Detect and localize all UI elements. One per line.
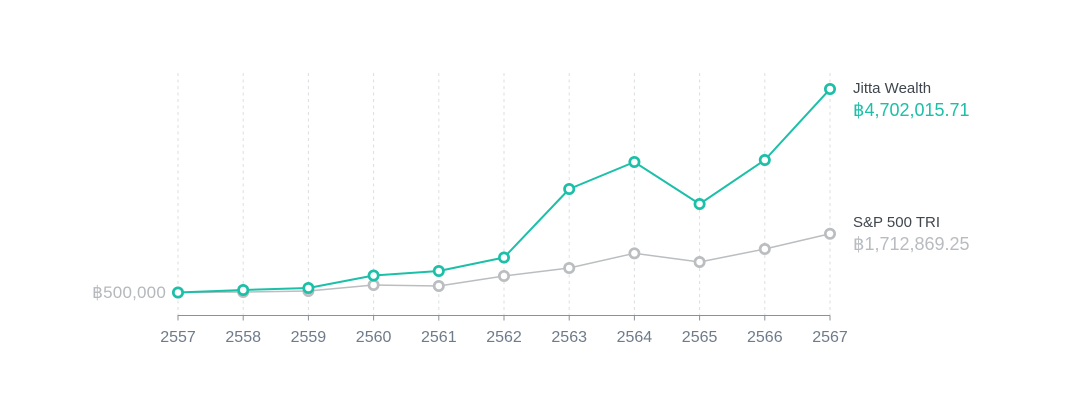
data-point-jitta-wealth — [758, 154, 771, 167]
data-point-jitta-wealth — [498, 251, 511, 264]
legend-jitta-value: ฿4,702,015.71 — [853, 100, 970, 120]
data-point-jitta-wealth — [172, 286, 185, 299]
data-point-jitta-wealth — [823, 83, 836, 96]
legend-jitta-wealth: Jitta Wealth ฿4,702,015.71 — [853, 80, 1053, 121]
series-markers — [172, 83, 836, 299]
data-point-s-p-500-tri — [367, 278, 380, 291]
x-tick-label: 2560 — [355, 329, 392, 346]
x-tick-label: 2561 — [421, 329, 457, 346]
data-point-s-p-500-tri — [498, 269, 511, 282]
x-tick-label: 2559 — [290, 329, 327, 346]
data-point-jitta-wealth — [237, 284, 250, 297]
data-point-jitta-wealth — [693, 198, 706, 211]
x-tick-label: 2562 — [486, 329, 522, 346]
x-tick-label: 2566 — [747, 329, 783, 346]
x-tick-label: 2567 — [812, 329, 848, 346]
x-tick-label: 2565 — [681, 329, 718, 346]
data-point-s-p-500-tri — [432, 280, 445, 293]
data-point-s-p-500-tri — [628, 247, 641, 260]
data-point-s-p-500-tri — [823, 227, 836, 240]
x-tick-label: 2564 — [616, 329, 653, 346]
x-tick-label: 2563 — [551, 329, 587, 346]
legend-sp500-value: ฿1,712,869.25 — [853, 234, 970, 254]
data-point-jitta-wealth — [432, 264, 445, 277]
x-tick-label: 2558 — [225, 329, 261, 346]
data-point-s-p-500-tri — [758, 243, 771, 256]
data-point-jitta-wealth — [367, 269, 380, 282]
legend-jitta-name: Jitta Wealth — [853, 80, 932, 97]
legend-sp500-name: S&P 500 TRI — [853, 214, 940, 231]
x-axis — [177, 315, 831, 321]
data-point-s-p-500-tri — [693, 255, 706, 268]
data-point-s-p-500-tri — [563, 261, 576, 274]
data-point-jitta-wealth — [563, 182, 576, 195]
y-axis-baseline-label: ฿500,000 — [92, 283, 166, 302]
legend-sp500-tri: S&P 500 TRI ฿1,712,869.25 — [853, 214, 1053, 255]
data-point-jitta-wealth — [628, 155, 641, 168]
data-point-jitta-wealth — [302, 282, 315, 295]
x-tick-label: 2557 — [160, 329, 196, 346]
